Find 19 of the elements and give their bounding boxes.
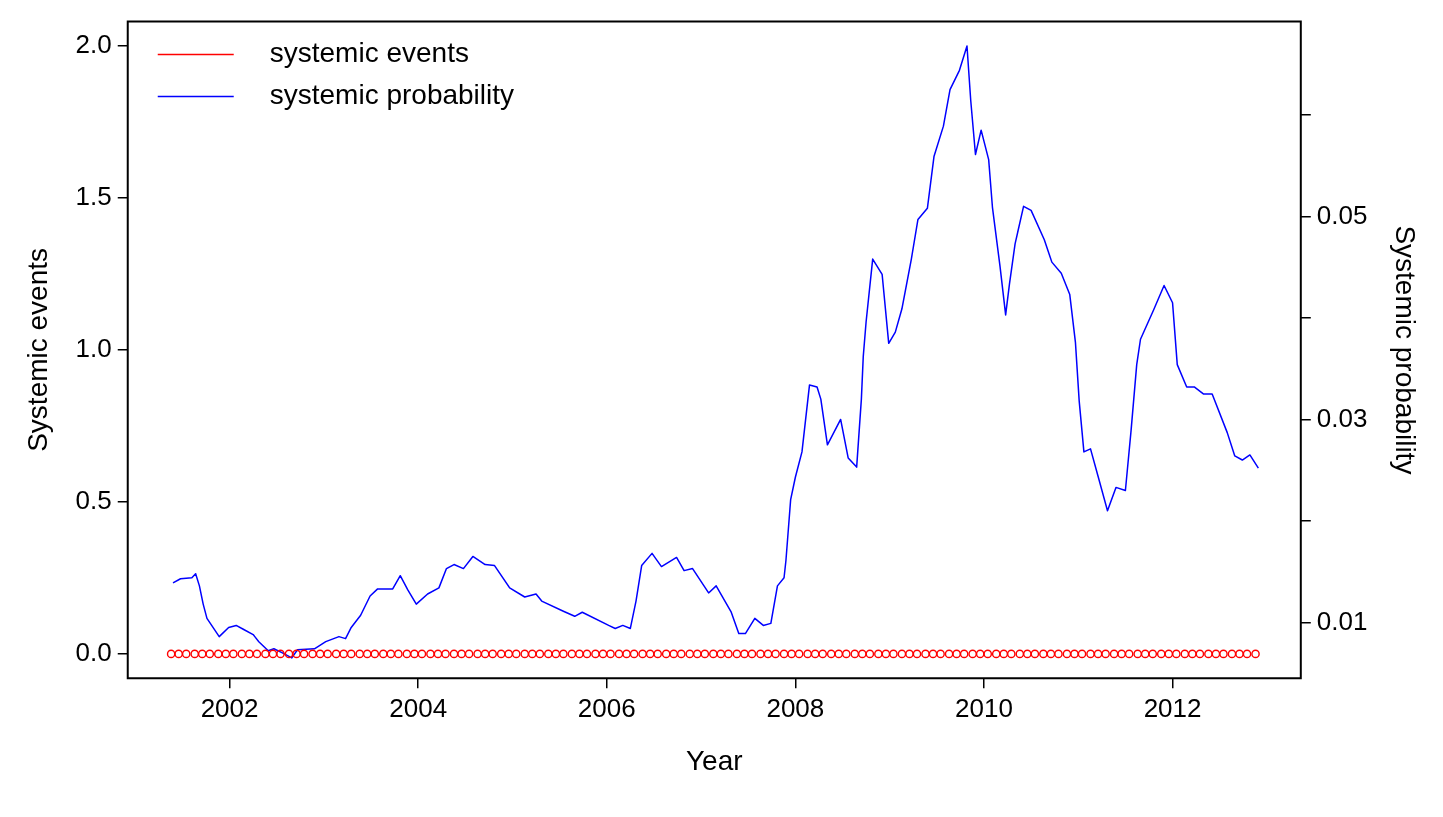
legend-label: systemic events [269, 37, 469, 69]
y2-tick-label: 0.05 [1316, 199, 1368, 230]
y-tick-label: 1.0 [75, 333, 112, 364]
x-tick-label: 2012 [1143, 692, 1202, 723]
y-tick-label: 2.0 [75, 29, 112, 60]
y-tick-label: 0.5 [75, 485, 112, 516]
legend-label: systemic probability [269, 79, 515, 111]
x-tick-label: 2010 [955, 692, 1013, 723]
x-tick-label: 2006 [577, 692, 636, 723]
y2-tick-label: 0.03 [1316, 402, 1368, 433]
x-tick-label: 2008 [766, 692, 825, 723]
y-tick-label: 1.5 [75, 181, 112, 212]
y2-axis-title: Systemic probability [1390, 225, 1422, 475]
y2-tick-label: 0.01 [1316, 605, 1368, 636]
x-tick-label: 2004 [389, 692, 448, 723]
y-tick-label: 0.0 [75, 637, 112, 668]
x-tick-label: 2002 [200, 692, 259, 723]
y-axis-title: Systemic events [21, 247, 53, 452]
x-axis-title: Year [685, 744, 743, 776]
